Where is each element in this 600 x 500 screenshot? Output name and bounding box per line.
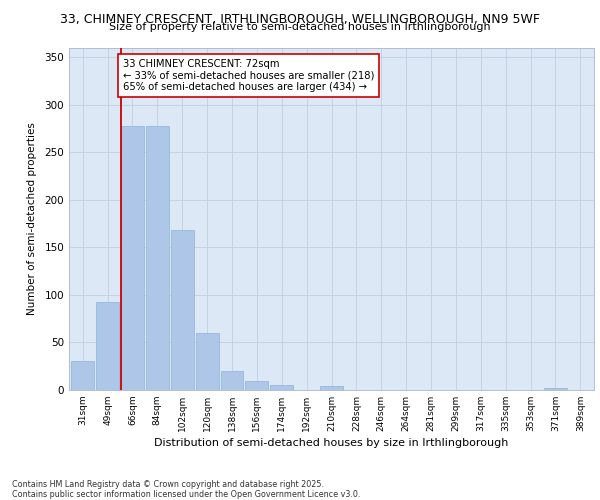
Bar <box>71 362 94 390</box>
Text: Size of property relative to semi-detached houses in Irthlingborough: Size of property relative to semi-detach… <box>109 22 491 32</box>
Bar <box>245 382 268 390</box>
Text: 33 CHIMNEY CRESCENT: 72sqm
← 33% of semi-detached houses are smaller (218)
65% o: 33 CHIMNEY CRESCENT: 72sqm ← 33% of semi… <box>123 59 374 92</box>
Bar <box>270 385 293 390</box>
X-axis label: Distribution of semi-detached houses by size in Irthlingborough: Distribution of semi-detached houses by … <box>154 438 509 448</box>
Y-axis label: Number of semi-detached properties: Number of semi-detached properties <box>28 122 37 315</box>
Bar <box>121 126 144 390</box>
Bar <box>221 371 244 390</box>
Bar <box>544 388 567 390</box>
Bar <box>171 230 194 390</box>
Bar <box>146 126 169 390</box>
Bar <box>196 333 218 390</box>
Text: Contains HM Land Registry data © Crown copyright and database right 2025.
Contai: Contains HM Land Registry data © Crown c… <box>12 480 361 499</box>
Bar <box>96 302 119 390</box>
Text: 33, CHIMNEY CRESCENT, IRTHLINGBOROUGH, WELLINGBOROUGH, NN9 5WF: 33, CHIMNEY CRESCENT, IRTHLINGBOROUGH, W… <box>60 12 540 26</box>
Bar <box>320 386 343 390</box>
